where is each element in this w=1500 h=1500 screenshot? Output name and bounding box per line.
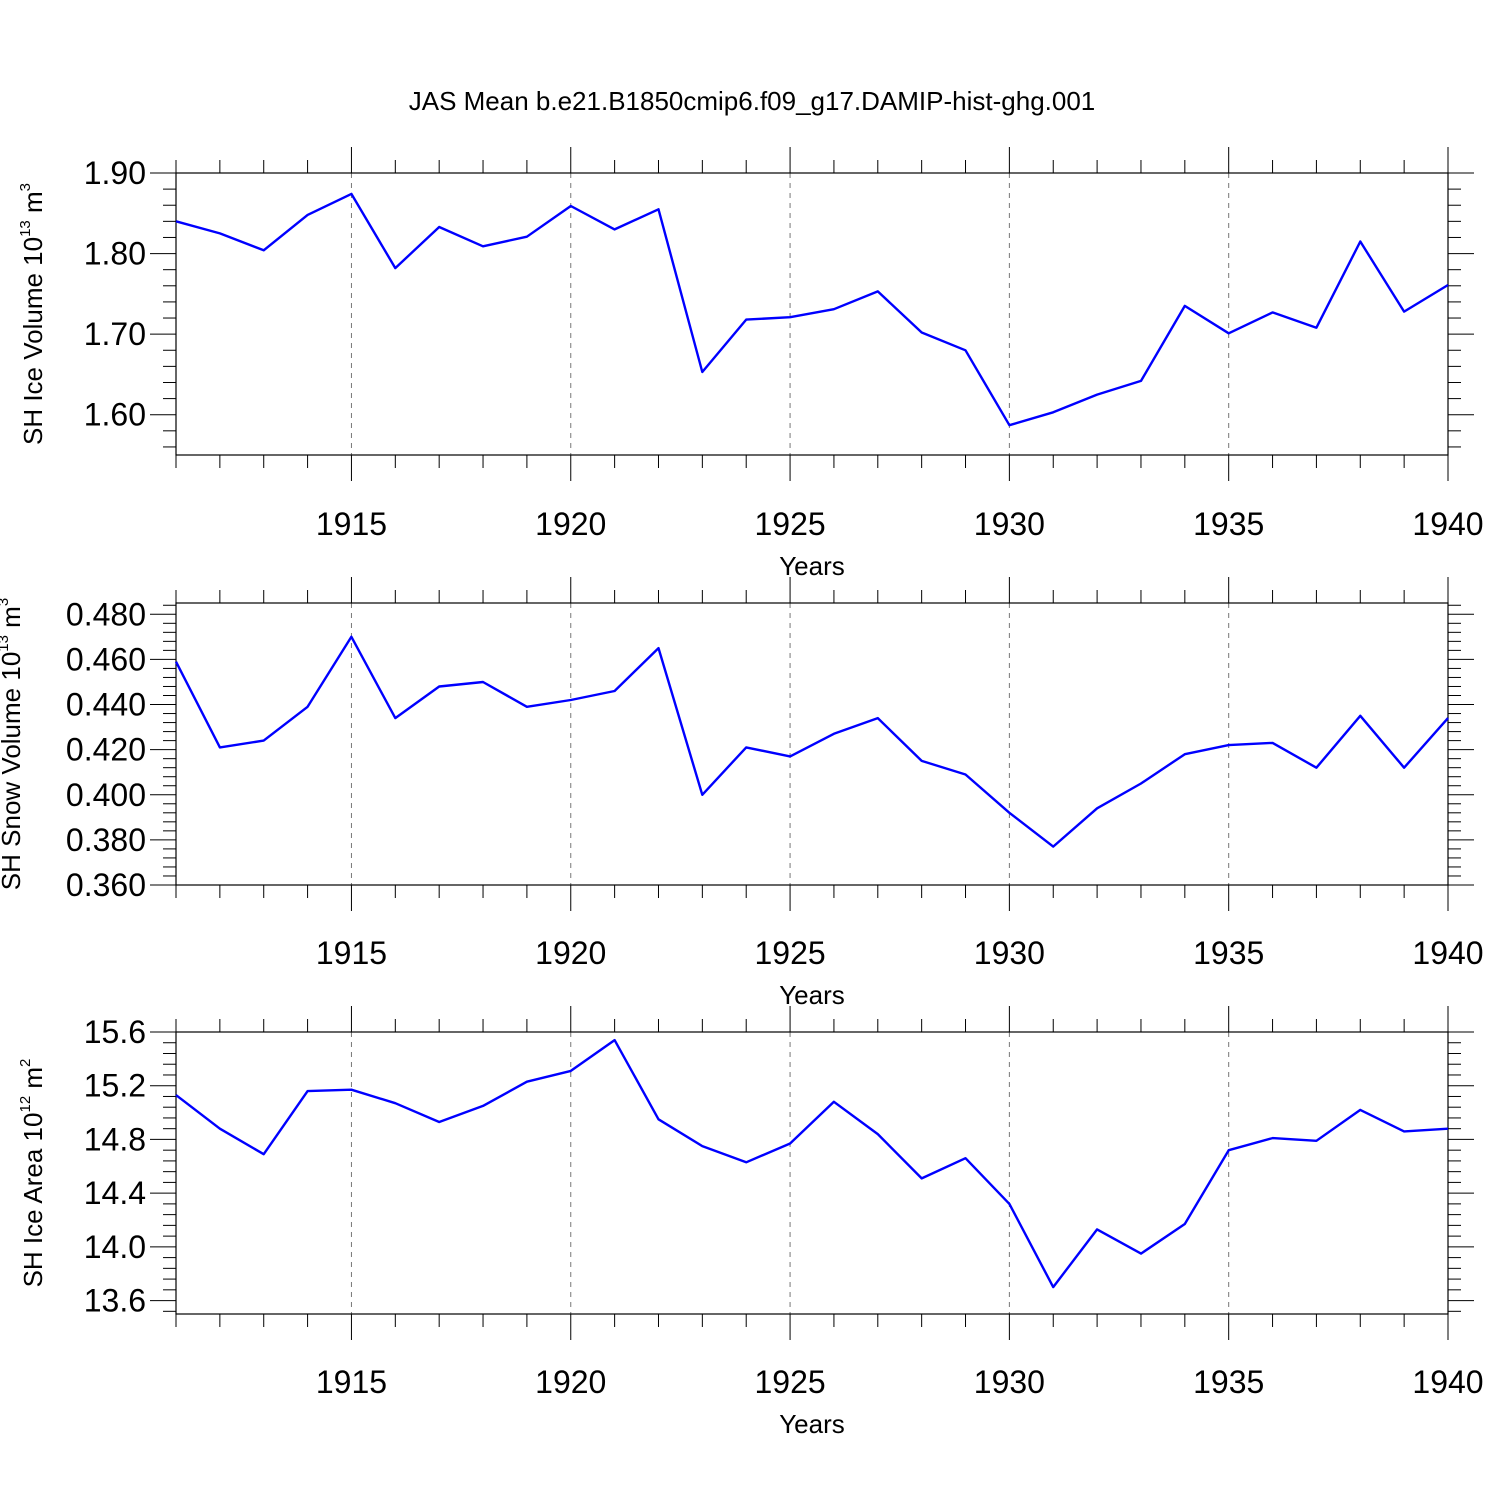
ice-volume-xtick-label: 1930 [974, 506, 1045, 542]
ice-area-panel: 13.6 14.0 14.4 14.8 15.2 15.6 1915 1920 1925 1930… [17, 1006, 1484, 1439]
ice-volume-ytick-label: 1.80 [84, 236, 146, 272]
snow-volume-ytick-label: 0.440 [66, 687, 146, 723]
ice-volume-xtick-label: 1920 [535, 506, 606, 542]
ice-area-xtick-label: 1920 [535, 1364, 606, 1400]
ice-volume-ytick-label: 1.90 [84, 155, 146, 191]
ice-volume-panel: 1.60 1.70 1.80 1.90 1915 1920 1925 1930 1935 1940… [17, 147, 1484, 581]
snow-volume-ytick-label: 0.480 [66, 596, 146, 632]
snow-volume-ytick-label: 0.380 [66, 822, 146, 858]
snow-volume-xtick-label: 1915 [316, 935, 387, 971]
snow-volume-xtick-label: 1940 [1412, 935, 1483, 971]
ice-volume-ytick-label: 1.60 [84, 397, 146, 433]
ice-volume-ytick-label: 1.70 [84, 316, 146, 352]
snow-volume-yaxis-label: SH Snow Volume 1013 m3 [0, 598, 26, 890]
ice-area-xtick-label: 1930 [974, 1364, 1045, 1400]
ice-area-plot-frame [175, 1031, 1449, 1315]
ice-volume-xtick-label: 1925 [754, 506, 825, 542]
snow-volume-xtick-label: 1920 [535, 935, 606, 971]
snow-volume-ytick-label: 0.400 [66, 777, 146, 813]
ice-area-ytick-label: 15.2 [84, 1068, 146, 1104]
ice-area-ytick-label: 14.4 [84, 1175, 146, 1211]
snow-volume-xtick-label: 1930 [974, 935, 1045, 971]
ice-area-xaxis-label: Years [779, 1409, 845, 1439]
snow-volume-ytick-label: 0.360 [66, 867, 146, 903]
ice-volume-yaxis-label: SH Ice Volume 1013 m3 [17, 183, 48, 445]
ice-area-xtick-label: 1925 [754, 1364, 825, 1400]
ice-area-ytick-label: 14.0 [84, 1229, 146, 1265]
ice-volume-series-line [175, 192, 1449, 427]
ice-area-xtick-label: 1935 [1193, 1364, 1264, 1400]
snow-volume-xtick-label: 1925 [754, 935, 825, 971]
snow-volume-plot-frame [175, 602, 1449, 886]
ice-area-ytick-label: 14.8 [84, 1121, 146, 1157]
ice-area-yaxis-label: SH Ice Area 1012 m2 [17, 1059, 48, 1288]
ice-area-ytick-label: 15.6 [84, 1014, 146, 1050]
snow-volume-ytick-label: 0.460 [66, 641, 146, 677]
ice-volume-xaxis-label: Years [779, 551, 845, 581]
snow-volume-xtick-label: 1935 [1193, 935, 1264, 971]
ice-area-xtick-label: 1915 [316, 1364, 387, 1400]
snow-volume-series-line [174, 635, 1449, 848]
ice-volume-xtick-label: 1940 [1412, 506, 1483, 542]
snow-volume-xaxis-label: Years [779, 980, 845, 1010]
ice-area-ytick-label: 13.6 [84, 1283, 146, 1319]
ice-volume-xtick-label: 1935 [1193, 506, 1264, 542]
ice-volume-xtick-label: 1915 [316, 506, 387, 542]
ice-volume-plot-frame [175, 172, 1449, 456]
ice-area-series-line [175, 1038, 1449, 1289]
ice-area-xtick-label: 1940 [1412, 1364, 1483, 1400]
figure-title: JAS Mean b.e21.B1850cmip6.f09_g17.DAMIP-… [409, 86, 1096, 116]
snow-volume-ytick-label: 0.420 [66, 732, 146, 768]
snow-volume-panel: 0.360 0.380 0.400 0.420 0.440 0.460 0.480 1915 1… [0, 577, 1484, 1010]
